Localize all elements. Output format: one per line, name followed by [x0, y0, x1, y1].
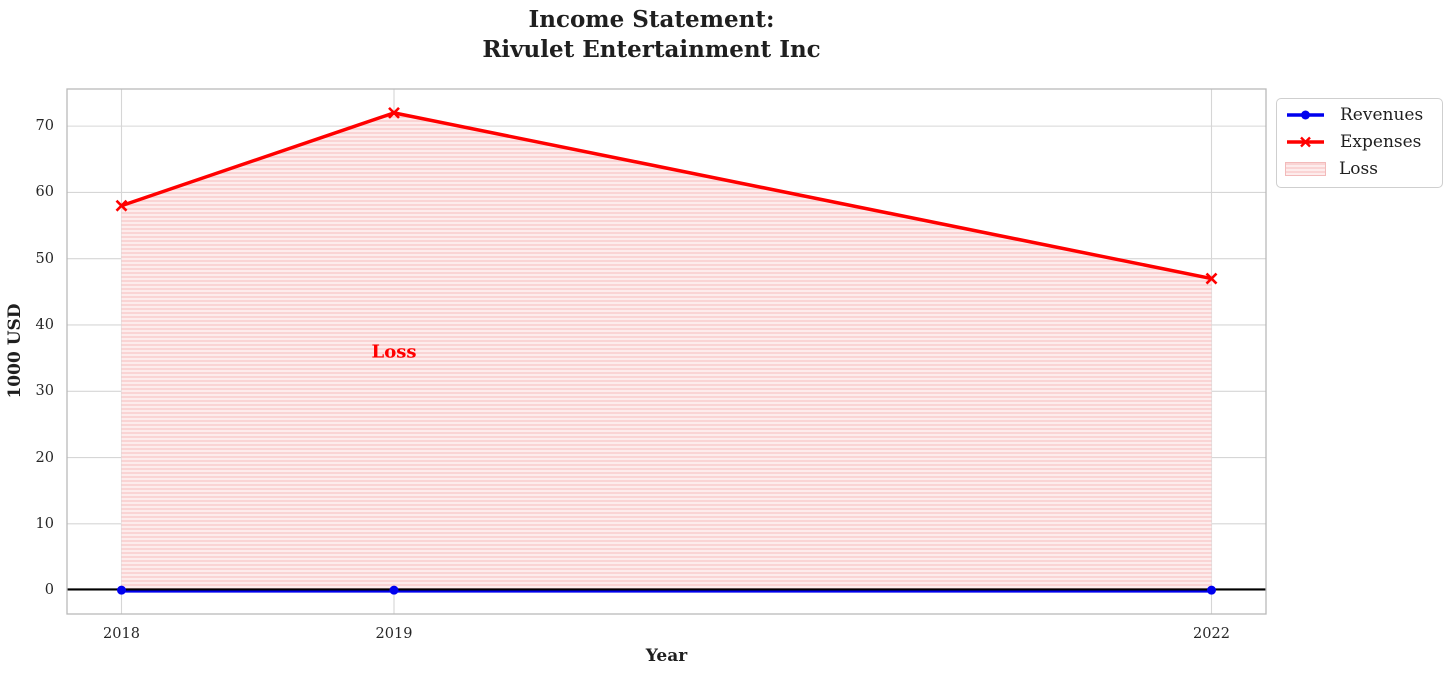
expenses-marker [388, 106, 400, 119]
y-tick-label: 30 [35, 383, 54, 400]
x-tick-label: 2019 [375, 626, 413, 642]
legend-label-revenues: Revenues [1340, 104, 1424, 125]
legend-label-expenses: Expenses [1340, 131, 1422, 152]
expenses-line-sample-icon [1287, 136, 1324, 147]
revenues-line-sample-icon [1287, 110, 1324, 119]
y-tick-label: 50 [35, 250, 54, 267]
loss-annotation: Loss [371, 341, 417, 362]
legend-item-loss: Loss [1284, 155, 1442, 182]
chart-title-line1: Income Statement: [528, 6, 775, 33]
x-axis-label: Year [645, 646, 688, 666]
y-tick-label: 20 [35, 449, 54, 466]
axes-border [66, 88, 1267, 615]
y-axis-label: 1000 USD [5, 303, 25, 399]
y-tick-label: 40 [35, 316, 54, 333]
chart-title: Income Statement: Rivulet Entertainment … [52, 5, 1251, 65]
chart-title-line2: Rivulet Entertainment Inc [482, 36, 821, 63]
y-tick-label: 70 [35, 118, 54, 135]
x-tick-label: 2018 [103, 626, 140, 642]
revenues-marker [1207, 585, 1216, 595]
legend: Revenues Expenses Loss [1276, 98, 1443, 188]
legend-item-expenses: Expenses [1284, 128, 1442, 155]
legend-item-revenues: Revenues [1284, 101, 1442, 128]
y-tick-label: 60 [35, 184, 54, 201]
expenses-marker [115, 199, 128, 212]
loss-area [121, 112, 1212, 591]
expenses-marker [1205, 272, 1218, 285]
x-tick-label: 2022 [1193, 626, 1230, 642]
loss-patch-sample-icon [1285, 161, 1326, 176]
legend-label-loss: Loss [1339, 158, 1378, 179]
y-tick-label: 10 [35, 515, 54, 532]
revenues-marker [117, 585, 126, 595]
y-tick-label: 0 [44, 582, 54, 599]
revenues-marker [389, 585, 399, 595]
